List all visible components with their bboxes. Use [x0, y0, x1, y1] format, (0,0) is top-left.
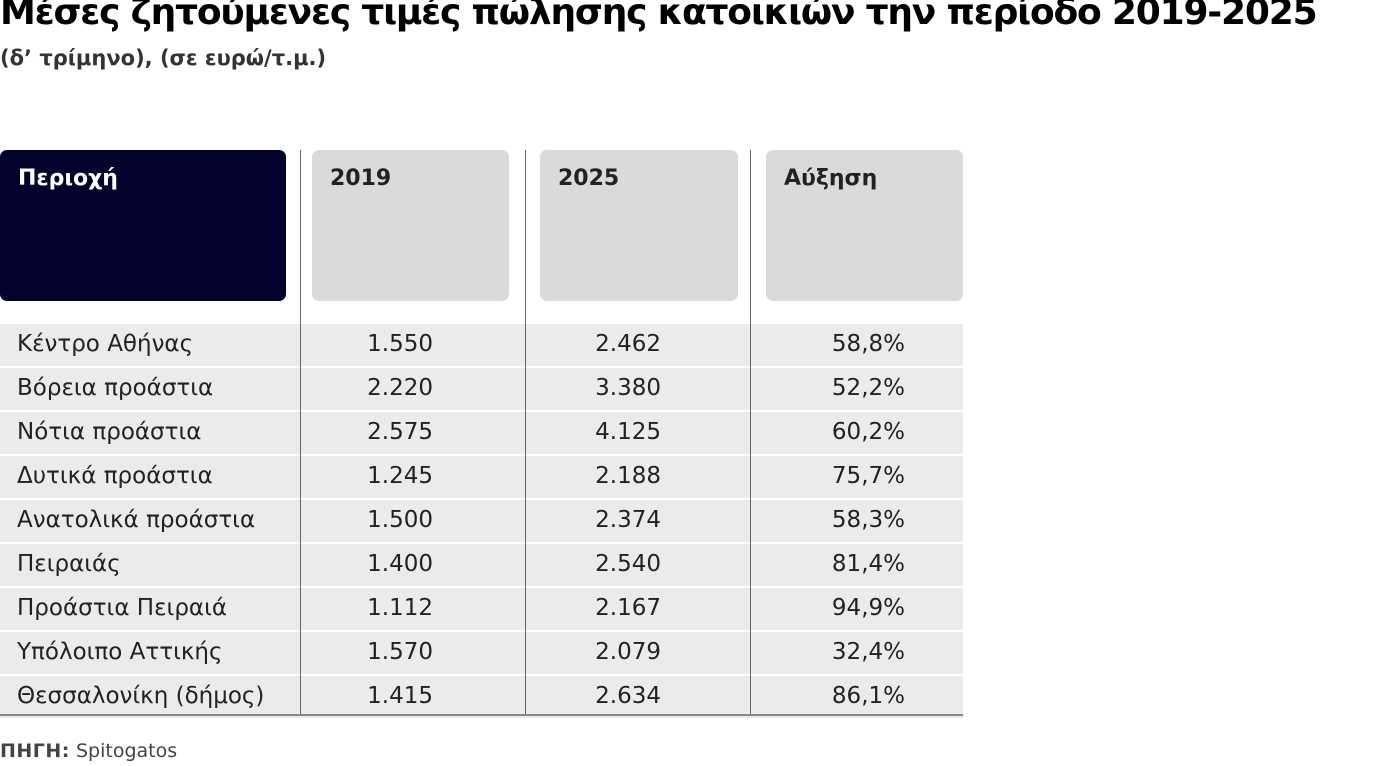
- cell-2019: 1.415: [367, 683, 433, 709]
- cell-region: Κέντρο Αθήνας: [17, 331, 194, 357]
- column-divider: [750, 150, 751, 716]
- cell-region: Προάστια Πειραιά: [17, 595, 228, 621]
- source-note: ΠΗΓΗ: Spitogatos: [0, 740, 177, 762]
- cell-2025: 3.380: [595, 375, 661, 401]
- cell-2019: 2.220: [367, 375, 433, 401]
- table-bottom-rule: [0, 714, 963, 716]
- cell-growth: 60,2%: [831, 419, 905, 445]
- cell-region: Θεσσαλονίκη (δήμος): [17, 683, 265, 709]
- cell-2019: 2.575: [367, 419, 433, 445]
- cell-2025: 2.634: [595, 683, 661, 709]
- cell-2019: 1.245: [367, 463, 433, 489]
- cell-2019: 1.550: [367, 331, 433, 357]
- table-row: Δυτικά προάστια 1.245 2.188 75,7%: [0, 456, 963, 500]
- cell-2025: 2.167: [595, 595, 661, 621]
- table-row: Ανατολικά προάστια 1.500 2.374 58,3%: [0, 500, 963, 544]
- table-row: Βόρεια προάστια 2.220 3.380 52,2%: [0, 368, 963, 412]
- cell-2025: 2.462: [595, 331, 661, 357]
- cell-2019: 1.500: [367, 507, 433, 533]
- cell-region: Πειραιάς: [17, 551, 121, 577]
- cell-2019: 1.112: [367, 595, 433, 621]
- table-row: Νότια προάστια 2.575 4.125 60,2%: [0, 412, 963, 456]
- header-region: Περιοχή: [0, 150, 286, 301]
- table-row: Υπόλοιπο Αττικής 1.570 2.079 32,4%: [0, 632, 963, 676]
- cell-2025: 2.374: [595, 507, 661, 533]
- cell-2025: 2.188: [595, 463, 661, 489]
- header-2025: 2025: [540, 150, 738, 301]
- chart-title: Μέσες ζητούμενες τιμές πώλησης κατοικιών…: [0, 0, 1318, 33]
- cell-growth: 81,4%: [831, 551, 905, 577]
- cell-2025: 2.079: [595, 639, 661, 665]
- cell-growth: 32,4%: [831, 639, 905, 665]
- chart-subtitle: (δ’ τρίμηνο), (σε ευρώ/τ.μ.): [0, 46, 327, 70]
- table-row: Θεσσαλονίκη (δήμος) 1.415 2.634 86,1%: [0, 676, 963, 718]
- cell-2019: 1.570: [367, 639, 433, 665]
- column-divider: [525, 150, 526, 716]
- cell-growth: 58,8%: [831, 331, 905, 357]
- cell-growth: 75,7%: [831, 463, 905, 489]
- cell-region: Δυτικά προάστια: [17, 463, 213, 489]
- cell-growth: 58,3%: [831, 507, 905, 533]
- table-row: Κέντρο Αθήνας 1.550 2.462 58,8%: [0, 324, 963, 368]
- table-row: Προάστια Πειραιά 1.112 2.167 94,9%: [0, 588, 963, 632]
- cell-2025: 2.540: [595, 551, 661, 577]
- cell-growth: 86,1%: [831, 683, 905, 709]
- header-growth: Αύξηση: [766, 150, 963, 301]
- source-value: Spitogatos: [75, 740, 178, 762]
- cell-region: Νότια προάστια: [17, 419, 202, 445]
- cell-region: Ανατολικά προάστια: [17, 507, 256, 533]
- cell-region: Βόρεια προάστια: [17, 375, 214, 401]
- source-label: ΠΗΓΗ:: [0, 740, 70, 762]
- cell-growth: 52,2%: [831, 375, 905, 401]
- table-row: Πειραιάς 1.400 2.540 81,4%: [0, 544, 963, 588]
- cell-2019: 1.400: [367, 551, 433, 577]
- cell-growth: 94,9%: [831, 595, 905, 621]
- table-body: Κέντρο Αθήνας 1.550 2.462 58,8% Βόρεια προάσ…: [0, 324, 963, 718]
- column-divider: [300, 150, 301, 716]
- cell-region: Υπόλοιπο Αττικής: [17, 639, 223, 665]
- header-2019: 2019: [312, 150, 509, 301]
- cell-2025: 4.125: [595, 419, 661, 445]
